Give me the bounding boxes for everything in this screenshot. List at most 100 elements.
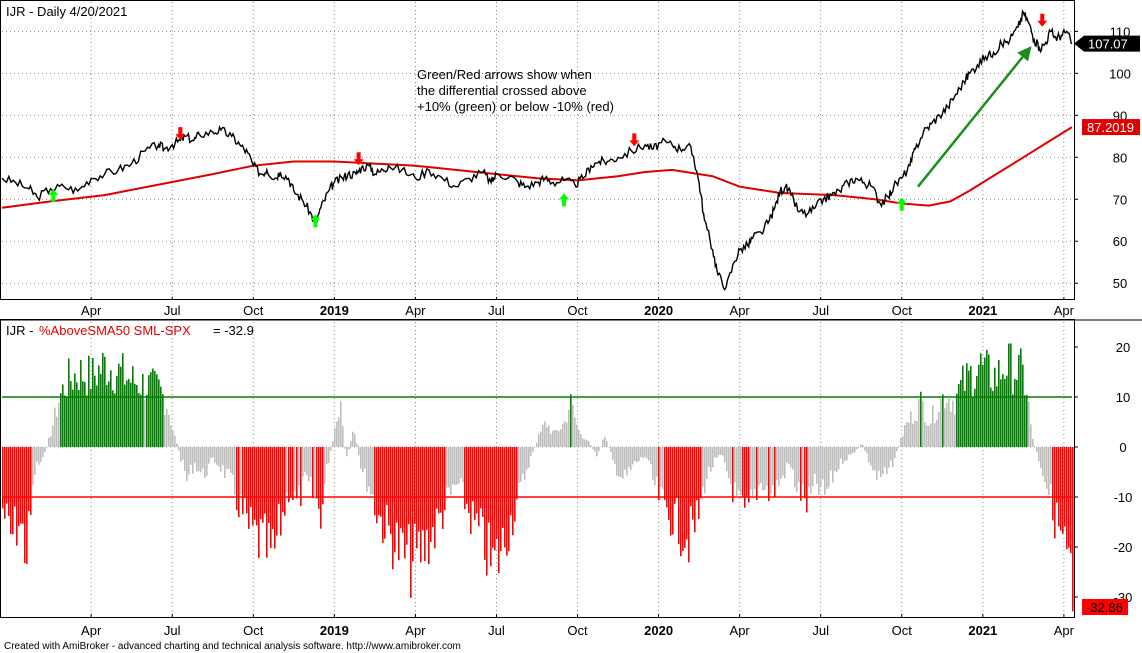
indicator-chart-title-value: = -32.9: [213, 323, 254, 338]
histogram-bar: [820, 447, 822, 486]
histogram-bar: [6, 447, 8, 504]
histogram-bar: [168, 414, 170, 447]
histogram-bar: [582, 438, 584, 447]
price-panel-frame: [0, 0, 1075, 300]
histogram-bar: [46, 447, 48, 448]
histogram-bar: [1058, 447, 1060, 527]
indicator-y-tick-label: 20: [1116, 340, 1130, 355]
histogram-bar: [462, 447, 464, 482]
histogram-bar: [296, 447, 298, 499]
histogram-bar: [356, 443, 358, 447]
histogram-bar: [468, 447, 470, 513]
histogram-bar: [10, 447, 12, 534]
histogram-bar: [174, 435, 176, 447]
histogram-bar: [644, 447, 646, 458]
histogram-bar: [280, 447, 282, 536]
histogram-bar: [946, 403, 948, 447]
histogram-bar: [638, 447, 640, 462]
histogram-bar: [532, 447, 534, 452]
histogram-bar: [380, 447, 382, 517]
histogram-bar: [798, 447, 800, 483]
histogram-bar: [444, 447, 446, 511]
histogram-bar: [422, 447, 424, 531]
histogram-bar: [712, 447, 714, 468]
histogram-bar: [158, 379, 160, 447]
histogram-bar: [348, 447, 350, 450]
histogram-bar: [830, 447, 832, 471]
histogram-bar: [388, 447, 390, 526]
histogram-bar: [938, 411, 940, 447]
histogram-bar: [134, 383, 136, 447]
histogram-bar: [394, 447, 396, 553]
buy-signal-arrow: [559, 193, 570, 207]
histogram-bar: [2, 447, 4, 509]
histogram-bar: [242, 447, 244, 515]
histogram-bar: [778, 447, 780, 487]
histogram-bar: [982, 364, 984, 447]
histogram-bar: [662, 447, 664, 490]
histogram-bar: [396, 447, 398, 523]
histogram-bar: [904, 424, 906, 447]
histogram-bar: [466, 447, 468, 504]
histogram-bar: [350, 441, 352, 447]
histogram-bar: [1042, 447, 1044, 477]
histogram-bar: [594, 447, 596, 452]
bottom-x-tick-label: Jul: [488, 623, 505, 638]
top-x-tick-label: 2020: [644, 303, 673, 318]
histogram-bar: [1000, 379, 1002, 447]
histogram-bar: [544, 421, 546, 447]
histogram-bar: [654, 447, 656, 486]
histogram-bar: [762, 447, 764, 491]
histogram-bar: [894, 447, 896, 458]
sma-value-label: 87.2019: [1087, 120, 1134, 135]
indicator-y-tick-label: 0: [1119, 440, 1126, 455]
histogram-bar: [574, 417, 576, 447]
histogram-bar: [122, 353, 124, 447]
histogram-bar: [102, 353, 104, 447]
histogram-bar: [668, 447, 670, 520]
histogram-bar: [390, 447, 392, 535]
histogram-bar: [290, 447, 292, 498]
histogram-bar: [866, 447, 868, 454]
histogram-bar: [542, 425, 544, 447]
histogram-bar: [806, 447, 808, 513]
price-y-tick-label: 110: [1110, 24, 1131, 39]
price-line: [1, 9, 1073, 291]
histogram-bar: [954, 414, 956, 447]
histogram-bar: [164, 414, 166, 447]
histogram-bar: [144, 400, 146, 447]
histogram-bar: [262, 447, 264, 523]
histogram-bar: [1030, 424, 1032, 447]
sell-signal-arrow: [175, 127, 186, 141]
histogram-bar: [216, 447, 218, 465]
histogram-bar: [312, 447, 314, 499]
top-x-tick-label: Oct: [243, 303, 264, 318]
histogram-bar: [1072, 447, 1074, 612]
histogram-bar: [956, 393, 958, 447]
histogram-bar: [20, 447, 22, 524]
histogram-bar: [274, 447, 276, 549]
histogram-bar: [1016, 379, 1018, 447]
histogram-bar: [952, 400, 954, 447]
histogram-bar: [346, 447, 348, 457]
price-y-tick-label: 50: [1113, 276, 1127, 291]
histogram-bar: [8, 447, 10, 517]
histogram-bar: [842, 447, 844, 464]
histogram-bar: [964, 390, 966, 447]
histogram-bar: [770, 447, 772, 495]
histogram-bar: [846, 447, 848, 461]
histogram-bar: [358, 447, 360, 456]
histogram-bar: [718, 447, 720, 456]
histogram-bar: [902, 436, 904, 447]
histogram-bar: [516, 447, 518, 500]
histogram-bar: [782, 447, 784, 476]
histogram-bar: [420, 447, 422, 563]
histogram-bar: [206, 447, 208, 476]
histogram-bar: [16, 447, 18, 546]
histogram-bar: [354, 433, 356, 447]
histogram-bar: [524, 447, 526, 480]
indicator-y-tick-label: -10: [1114, 490, 1133, 505]
histogram-bar: [892, 447, 894, 468]
histogram-bar: [794, 447, 796, 488]
histogram-bar: [802, 447, 804, 484]
